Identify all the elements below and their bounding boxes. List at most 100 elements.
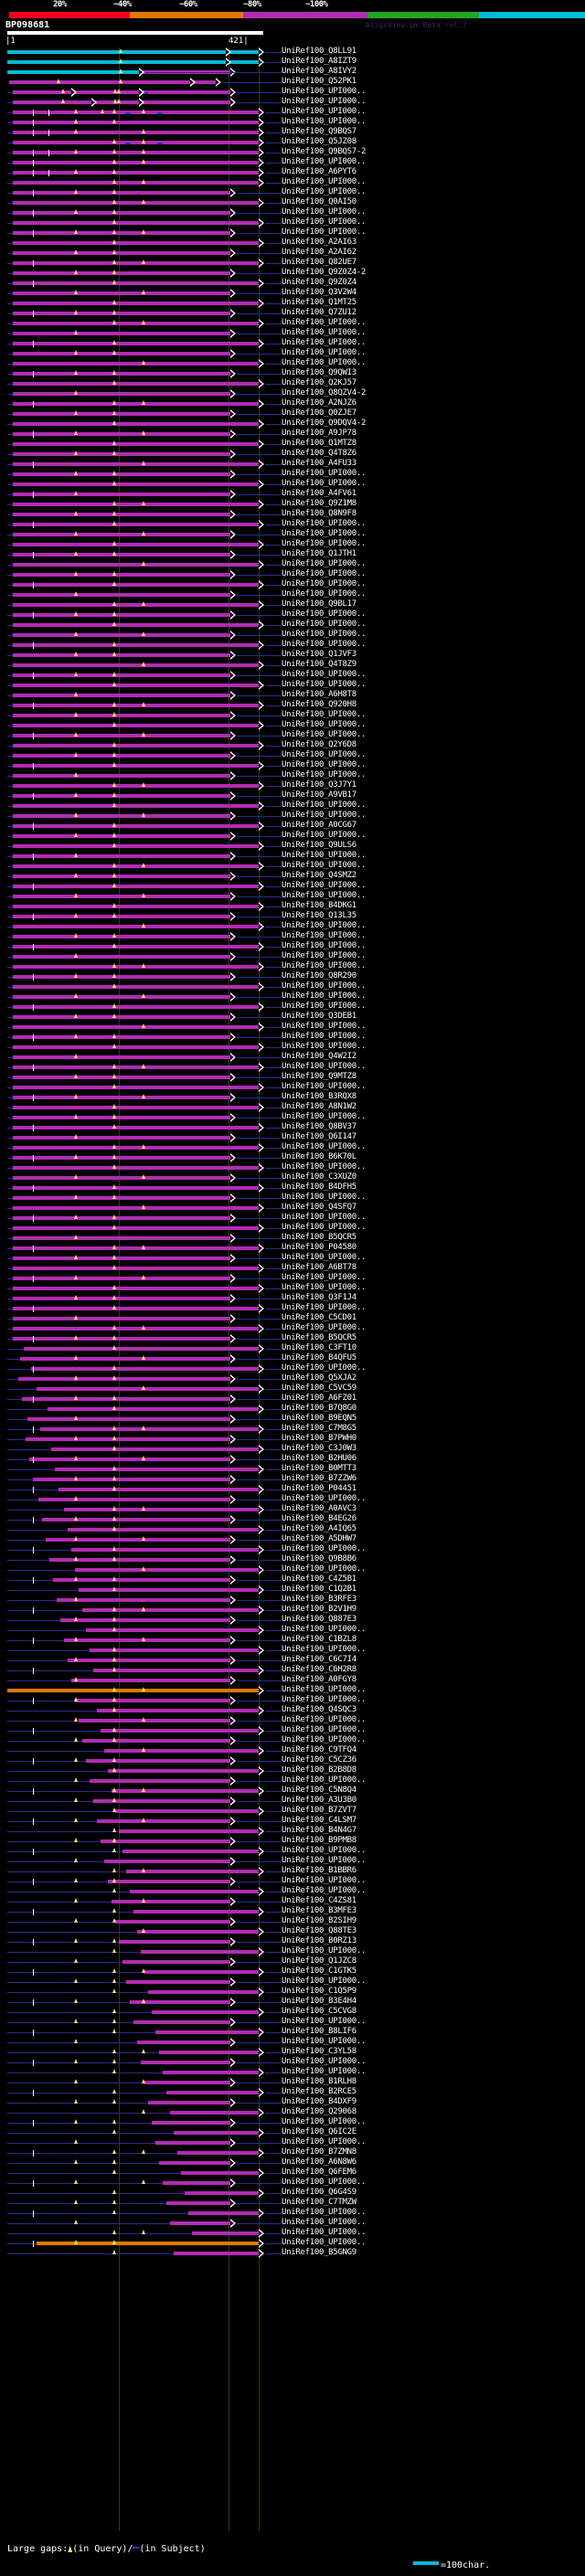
hsp-bar[interactable] — [144, 2081, 230, 2084]
alignment-row[interactable]: UniRef100_UPI000.. — [0, 610, 585, 620]
hsp-bar[interactable] — [13, 734, 230, 737]
alignment-row[interactable]: UniRef100_C1GTK5 — [0, 1966, 585, 1977]
hsp-bar[interactable] — [126, 1980, 230, 1984]
hit-accession-label[interactable]: UniRef100_UPI000.. — [282, 1977, 367, 1986]
alignment-row[interactable]: UniRef100_B7Q8G0 — [0, 1404, 585, 1415]
alignment-row[interactable]: UniRef100_UPI000.. — [0, 529, 585, 540]
hsp-bar[interactable] — [13, 1126, 259, 1129]
hsp-bar[interactable] — [13, 1116, 230, 1119]
hit-accession-label[interactable]: UniRef100_A0FGY8 — [282, 1675, 356, 1684]
hsp-bar[interactable] — [64, 1508, 259, 1511]
hit-accession-label[interactable]: UniRef100_C5CVG8 — [282, 2007, 356, 2016]
alignment-row[interactable]: UniRef100_B2RCE5 — [0, 2087, 585, 2098]
hit-accession-label[interactable]: UniRef100_Q8LL91 — [282, 47, 356, 56]
alignment-row[interactable]: UniRef100_B7ZZW6 — [0, 1474, 585, 1485]
alignment-row[interactable]: UniRef100_UPI000.. — [0, 1162, 585, 1173]
alignment-row[interactable]: UniRef100_UPI000.. — [0, 750, 585, 761]
hsp-bar[interactable] — [13, 995, 230, 999]
alignment-row[interactable]: UniRef100_C5CZ36 — [0, 1755, 585, 1766]
hsp-bar[interactable] — [90, 1779, 230, 1783]
hsp-bar[interactable] — [13, 905, 259, 908]
hit-accession-label[interactable]: UniRef100_UPI000.. — [282, 529, 367, 538]
hit-accession-label[interactable]: UniRef100_UPI000.. — [282, 1876, 367, 1885]
hsp-bar[interactable] — [13, 141, 259, 144]
alignment-row[interactable]: UniRef100_UPI000.. — [0, 680, 585, 691]
alignment-row[interactable]: UniRef100_UPI000.. — [0, 228, 585, 239]
alignment-row[interactable]: UniRef100_Q3V2W4 — [0, 288, 585, 299]
hit-accession-label[interactable]: UniRef100_Q9BQS7-2 — [282, 147, 367, 156]
alignment-row[interactable]: UniRef100_UPI000.. — [0, 1735, 585, 1746]
hit-accession-label[interactable]: UniRef100_UPI000.. — [282, 207, 367, 217]
alignment-row[interactable]: UniRef100_B2HU06 — [0, 1454, 585, 1465]
hit-accession-label[interactable]: UniRef100_C5CD01 — [282, 1313, 356, 1322]
hsp-bar[interactable] — [75, 1699, 230, 1702]
alignment-row[interactable]: UniRef100_Q9B8B6 — [0, 1554, 585, 1565]
alignment-row[interactable]: UniRef100_UPI000.. — [0, 1223, 585, 1234]
alignment-row[interactable]: UniRef100_UPI000.. — [0, 1564, 585, 1575]
hsp-bar[interactable] — [13, 1055, 230, 1059]
hit-accession-label[interactable]: UniRef100_C9TFQ4 — [282, 1745, 356, 1754]
alignment-row[interactable]: UniRef100_UPI000.. — [0, 1082, 585, 1093]
alignment-row[interactable]: UniRef100_B1BBR6 — [0, 1866, 585, 1877]
hsp-bar[interactable] — [13, 613, 230, 617]
alignment-row[interactable]: UniRef100_UPI000.. — [0, 1323, 585, 1334]
hsp-bar[interactable] — [75, 1568, 259, 1572]
hit-accession-label[interactable]: UniRef100_UPI000.. — [282, 328, 367, 337]
hit-accession-label[interactable]: UniRef100_Q9BL17 — [282, 599, 356, 609]
alignment-row[interactable]: UniRef100_UPI000.. — [0, 1142, 585, 1153]
alignment-row[interactable]: UniRef100_B4DXF9 — [0, 2097, 585, 2108]
hit-accession-label[interactable]: UniRef100_UPI000.. — [282, 831, 367, 840]
hsp-bar[interactable] — [7, 50, 259, 54]
alignment-row[interactable]: UniRef100_UPI000.. — [0, 991, 585, 1002]
hit-accession-label[interactable]: UniRef100_Q4SMZ2 — [282, 871, 356, 880]
hsp-bar[interactable] — [141, 1950, 259, 1954]
alignment-row[interactable]: UniRef100_UPI000.. — [0, 338, 585, 349]
hit-accession-label[interactable]: UniRef100_Q4SFQ7 — [282, 1203, 356, 1212]
hsp-bar[interactable] — [13, 844, 259, 848]
hit-accession-label[interactable]: UniRef100_UPI000.. — [282, 569, 367, 578]
hit-accession-label[interactable]: UniRef100_C5VC59 — [282, 1383, 356, 1393]
alignment-row[interactable]: UniRef100_Q8BV37 — [0, 1122, 585, 1133]
alignment-row[interactable]: UniRef100_B3MFE3 — [0, 1906, 585, 1917]
alignment-row[interactable]: UniRef100_Q4T8Z9 — [0, 660, 585, 671]
hsp-bar[interactable] — [37, 2242, 259, 2245]
hsp-bar[interactable] — [86, 1628, 259, 1632]
hsp-bar[interactable] — [119, 1829, 259, 1833]
hsp-bar[interactable] — [13, 864, 259, 868]
hsp-bar[interactable] — [13, 1005, 259, 1009]
hsp-bar[interactable] — [137, 1930, 259, 1934]
hsp-bar[interactable] — [13, 121, 259, 124]
hsp-bar[interactable] — [13, 362, 259, 366]
hit-accession-label[interactable]: UniRef100_B1RLH8 — [282, 2077, 356, 2086]
hsp-bar[interactable] — [13, 352, 230, 355]
alignment-row[interactable]: UniRef100_UPI000.. — [0, 2178, 585, 2189]
hit-accession-label[interactable]: UniRef100_UPI000.. — [282, 881, 367, 890]
hsp-bar[interactable] — [13, 804, 259, 808]
alignment-row[interactable]: UniRef100_A8N1W2 — [0, 1102, 585, 1113]
hit-accession-label[interactable]: UniRef100_UPI000.. — [282, 680, 367, 689]
hit-accession-label[interactable]: UniRef100_B2RCE5 — [282, 2087, 356, 2096]
hsp-bar[interactable] — [13, 261, 259, 265]
hsp-bar[interactable] — [13, 673, 230, 677]
hsp-bar[interactable] — [13, 1166, 259, 1170]
hsp-bar[interactable] — [13, 302, 259, 305]
hit-accession-label[interactable]: UniRef100_Q8R290 — [282, 971, 356, 981]
hsp-bar[interactable] — [166, 2201, 230, 2205]
hit-accession-label[interactable]: UniRef100_UPI000.. — [282, 2238, 367, 2247]
alignment-row[interactable]: UniRef100_UPI000.. — [0, 861, 585, 872]
alignment-row[interactable]: UniRef100_UPI000.. — [0, 2057, 585, 2068]
hit-accession-label[interactable]: UniRef100_P04580 — [282, 1243, 356, 1252]
hit-accession-label[interactable]: UniRef100_B6K70L — [282, 1152, 356, 1161]
alignment-row[interactable]: UniRef100_UPI000.. — [0, 2238, 585, 2249]
hit-accession-label[interactable]: UniRef100_Q9ULS6 — [282, 841, 356, 850]
hsp-bar[interactable] — [13, 975, 230, 979]
hit-accession-label[interactable]: UniRef100_A4FU33 — [282, 459, 356, 468]
alignment-row[interactable]: UniRef100_A0CG67 — [0, 821, 585, 832]
hsp-bar[interactable] — [112, 1900, 230, 1903]
alignment-row[interactable]: UniRef100_C6H2R8 — [0, 1665, 585, 1676]
alignment-row[interactable]: UniRef100_A4FU33 — [0, 459, 585, 470]
hit-accession-label[interactable]: UniRef100_UPI000.. — [282, 1062, 367, 1071]
alignment-row[interactable]: UniRef100_B7ZMN8 — [0, 2147, 585, 2158]
hit-accession-label[interactable]: UniRef100_C3YL58 — [282, 2047, 356, 2056]
alignment-row[interactable]: UniRef100_UPI000.. — [0, 87, 585, 98]
